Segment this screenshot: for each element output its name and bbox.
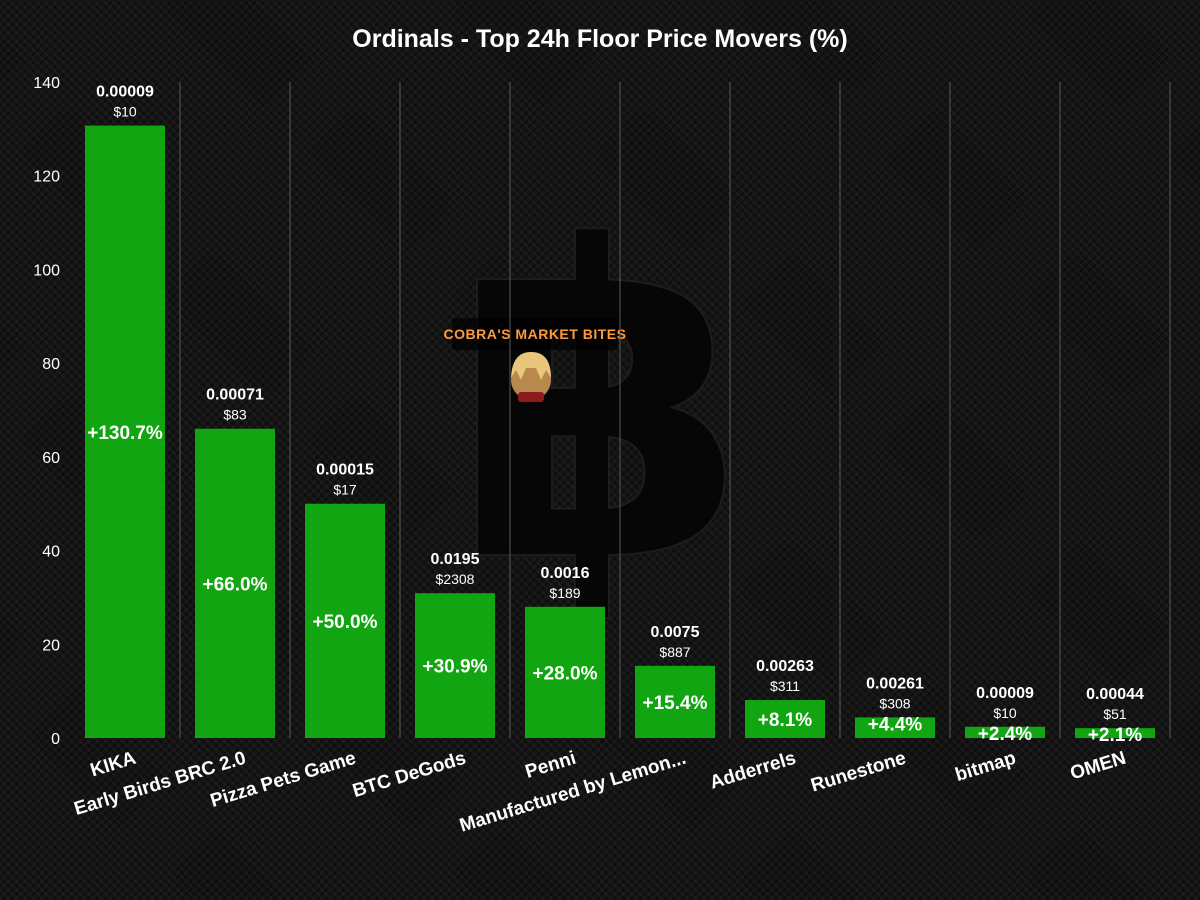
percent-change-label: +2.1% — [1088, 725, 1143, 746]
y-tick-label: 120 — [33, 169, 60, 186]
floor-btc-label: 0.00263 — [756, 658, 814, 675]
bar — [85, 125, 165, 738]
y-tick-label: 140 — [33, 75, 60, 92]
floor-btc-label: 0.00071 — [206, 387, 264, 404]
bar — [745, 700, 825, 738]
y-tick-label: 0 — [51, 731, 60, 748]
y-tick-label: 60 — [42, 450, 60, 467]
x-tick-label: Adderrels — [707, 748, 798, 794]
percent-change-label: +8.1% — [758, 710, 813, 731]
floor-btc-label: 0.00009 — [96, 84, 154, 101]
grid-lines — [179, 82, 1171, 738]
y-tick-label: 40 — [42, 544, 60, 561]
floor-usd-label: $83 — [223, 407, 247, 423]
floor-usd-label: $887 — [659, 644, 690, 660]
x-tick-label: KIKA — [88, 748, 139, 782]
bars — [85, 125, 1155, 738]
floor-btc-label: 0.00261 — [866, 675, 924, 692]
bar — [305, 503, 385, 738]
floor-usd-label: $311 — [770, 678, 800, 694]
percent-change-label: +66.0% — [203, 574, 268, 595]
brand-logo: COBRA'S MARKET BITES — [444, 318, 627, 402]
floor-btc-label: 0.00009 — [976, 685, 1034, 702]
percent-change-label: +4.4% — [868, 714, 923, 735]
y-tick-label: 80 — [42, 356, 60, 373]
bitcoin-watermark-icon: ฿ — [449, 156, 750, 658]
bar — [965, 726, 1045, 738]
avatar-hair-icon — [511, 352, 551, 380]
bar — [855, 717, 935, 738]
percent-change-label: +50.0% — [313, 612, 378, 633]
percent-change-label: +28.0% — [533, 663, 598, 684]
percent-change-label: +2.4% — [978, 724, 1033, 745]
x-tick-label: Penni — [523, 748, 579, 783]
bar — [635, 665, 715, 738]
percent-change-label: +130.7% — [87, 423, 163, 444]
percent-change-label: +15.4% — [643, 693, 708, 714]
x-tick-label: bitmap — [953, 748, 1019, 786]
brand-text: COBRA'S MARKET BITES — [444, 326, 627, 342]
bar — [195, 428, 275, 738]
floor-btc-label: 0.0016 — [541, 565, 590, 582]
floor-usd-label: $308 — [879, 695, 910, 711]
x-tick-label: OMEN — [1068, 748, 1129, 785]
floor-usd-label: $51 — [1103, 706, 1127, 722]
bar — [415, 593, 495, 738]
percent-change-label: +30.9% — [423, 657, 488, 678]
floor-usd-label: $2308 — [436, 571, 475, 587]
svg-text:฿: ฿ — [450, 157, 749, 657]
bar-labels: 0.00009 $10 +130.7% 0.00071 $83 +66.0% 0.00015… — [87, 84, 1144, 747]
y-tick-label: 100 — [33, 262, 60, 279]
floor-usd-label: $17 — [333, 482, 357, 498]
floor-btc-label: 0.0075 — [651, 624, 700, 641]
floor-usd-label: $10 — [113, 104, 137, 120]
floor-btc-label: 0.0195 — [431, 551, 480, 568]
floor-usd-label: $189 — [549, 585, 580, 601]
y-axis: 0 20 40 60 80 100 120 140 — [33, 75, 60, 748]
x-tick-label: Runestone — [808, 748, 908, 797]
bar — [525, 606, 605, 738]
bar — [1075, 728, 1155, 738]
x-tick-label: BTC DeGods — [350, 748, 468, 802]
floor-btc-label: 0.00044 — [1086, 686, 1144, 703]
chart-title: Ordinals - Top 24h Floor Price Movers (%… — [352, 25, 847, 53]
floor-btc-label: 0.00015 — [316, 462, 374, 479]
y-tick-label: 20 — [42, 637, 60, 654]
floor-usd-label: $10 — [993, 705, 1017, 721]
